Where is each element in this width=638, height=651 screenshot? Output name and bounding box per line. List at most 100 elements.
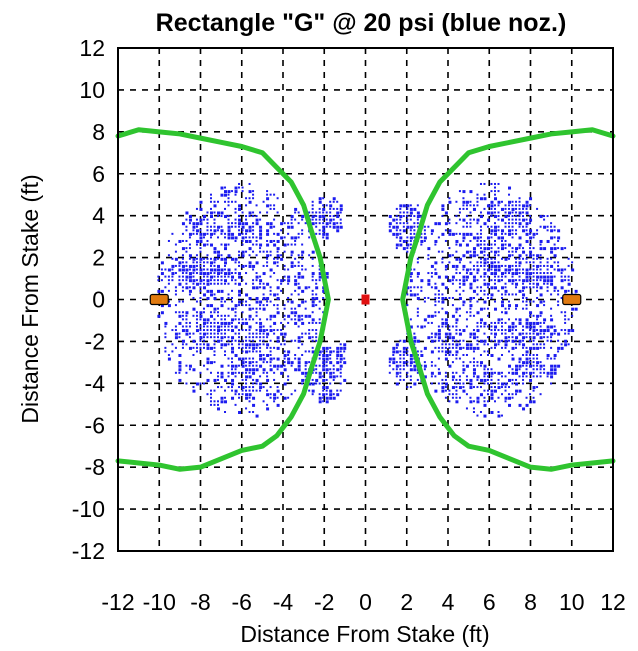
coverage-point: [329, 211, 332, 214]
coverage-point: [553, 275, 556, 278]
coverage-point: [188, 279, 192, 283]
coverage-point: [238, 336, 241, 339]
coverage-point: [444, 336, 447, 339]
coverage-point: [416, 261, 419, 264]
coverage-point: [259, 232, 263, 236]
coverage-point: [217, 403, 219, 406]
coverage-point: [525, 332, 528, 335]
coverage-point: [318, 353, 321, 356]
coverage-point: [213, 264, 216, 267]
coverage-point: [451, 296, 454, 299]
coverage-point: [483, 375, 486, 378]
coverage-point: [423, 325, 426, 328]
coverage-point: [550, 318, 554, 322]
coverage-point: [217, 257, 219, 260]
coverage-point: [227, 193, 230, 196]
coverage-point: [262, 304, 265, 307]
coverage-point: [248, 332, 251, 335]
coverage-point: [248, 264, 252, 268]
coverage-point: [276, 232, 280, 236]
coverage-point: [234, 225, 237, 228]
coverage-point: [501, 257, 504, 260]
coverage-point: [388, 229, 392, 233]
coverage-point: [192, 353, 195, 356]
coverage-point: [406, 386, 409, 389]
coverage-point: [497, 200, 501, 204]
coverage-point: [486, 254, 489, 257]
sprinkler-head-right: [562, 293, 582, 306]
coverage-point: [532, 389, 535, 392]
coverage-point: [413, 361, 416, 364]
coverage-point: [248, 236, 251, 239]
coverage-point: [543, 300, 546, 303]
coverage-point: [409, 279, 413, 283]
coverage-point: [483, 414, 487, 418]
coverage-point: [406, 286, 410, 290]
coverage-point: [483, 364, 487, 368]
coverage-point: [423, 318, 427, 322]
coverage-point: [297, 236, 300, 239]
coverage-point: [160, 279, 163, 282]
coverage-point: [451, 371, 454, 374]
coverage-point: [501, 279, 504, 282]
coverage-point: [318, 222, 321, 225]
coverage-point: [455, 264, 459, 268]
coverage-point: [388, 222, 392, 226]
coverage-point: [213, 336, 216, 339]
x-tick-label: 4: [442, 589, 455, 615]
coverage-point: [399, 239, 402, 242]
coverage-point: [213, 232, 216, 235]
coverage-point: [181, 268, 185, 272]
coverage-point: [297, 364, 301, 368]
coverage-point: [227, 336, 230, 339]
coverage-point: [455, 400, 459, 404]
coverage-point: [532, 329, 536, 333]
coverage-point: [287, 350, 291, 354]
coverage-point: [420, 353, 424, 357]
coverage-point: [518, 204, 521, 207]
coverage-point: [202, 318, 206, 322]
coverage-point: [213, 275, 216, 278]
coverage-point: [160, 289, 164, 293]
coverage-point: [557, 300, 560, 303]
coverage-point: [318, 218, 321, 221]
coverage-point: [283, 368, 287, 372]
coverage-point: [322, 378, 326, 382]
coverage-point: [202, 329, 205, 332]
coverage-point: [444, 318, 448, 322]
coverage-point: [508, 232, 512, 236]
coverage-point: [245, 239, 249, 243]
coverage-point: [231, 232, 235, 236]
coverage-point: [483, 382, 486, 385]
coverage-point: [462, 190, 466, 194]
coverage-point: [465, 207, 468, 210]
coverage-point: [444, 346, 447, 349]
coverage-point: [185, 364, 188, 367]
coverage-point: [557, 264, 560, 267]
coverage-point: [252, 193, 255, 196]
coverage-point: [515, 346, 518, 349]
coverage-point: [522, 371, 526, 375]
coverage-point: [434, 311, 437, 314]
coverage-point: [458, 343, 461, 346]
coverage-point: [557, 247, 560, 250]
coverage-point: [493, 197, 497, 201]
coverage-point: [469, 286, 473, 290]
coverage-point: [504, 336, 508, 340]
coverage-point: [269, 329, 273, 333]
coverage-point: [220, 279, 223, 282]
coverage-point: [266, 336, 269, 339]
coverage-point: [231, 371, 235, 375]
coverage-point: [209, 282, 212, 285]
coverage-point: [217, 386, 219, 389]
coverage-point: [164, 346, 167, 349]
coverage-point: [255, 389, 258, 392]
coverage-point: [311, 211, 314, 214]
coverage-point: [483, 396, 486, 399]
coverage-point: [209, 268, 213, 272]
coverage-point: [266, 343, 270, 347]
coverage-point: [399, 229, 402, 232]
y-tick-label: -10: [72, 496, 105, 522]
coverage-point: [504, 257, 508, 261]
coverage-point: [238, 282, 242, 286]
